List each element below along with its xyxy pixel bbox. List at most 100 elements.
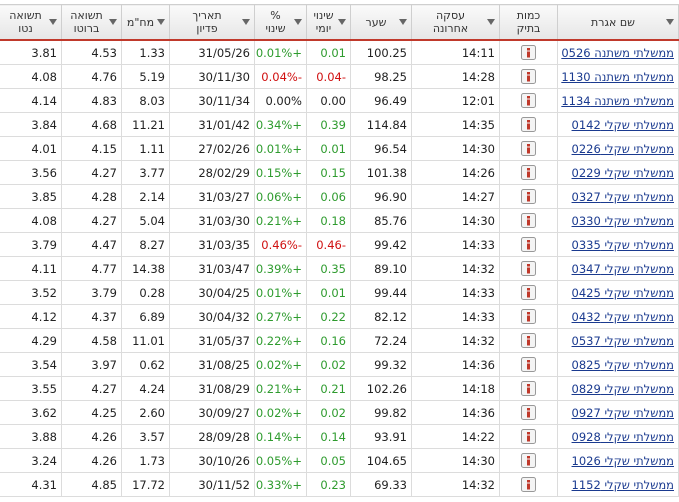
gross-yield: 4.15: [61, 136, 122, 161]
column-header[interactable]: שינוי יומי: [306, 4, 351, 41]
percent-change: -0.46%: [254, 232, 307, 257]
net-yield: 4.31: [0, 472, 62, 497]
percent-change: +0.02%: [254, 400, 307, 425]
duration: 6.89: [121, 304, 170, 329]
bond-link[interactable]: ממשלתי שקלי 1026: [571, 453, 674, 468]
daily-change: 0.22: [306, 304, 351, 329]
bond-row: ממשלתי שקלי 0537 14:32 72.24 0.16 +0.22% 31/0…: [0, 328, 679, 353]
daily-change: 0.39: [306, 112, 351, 137]
bond-link[interactable]: ממשלתי שקלי 1152: [571, 477, 674, 492]
maturity-date: 28/09/28: [169, 424, 255, 449]
net-yield: 4.14: [0, 88, 62, 113]
duration: 1.11: [121, 136, 170, 161]
info-icon[interactable]: [521, 381, 536, 396]
info-icon[interactable]: [521, 357, 536, 372]
percent-change: +0.27%: [254, 304, 307, 329]
info-icon[interactable]: [521, 405, 536, 420]
column-header[interactable]: % שינוי: [254, 4, 307, 41]
bond-row: ממשלתי שקלי 0226 14:30 96.54 0.01 +0.01% 27/0…: [0, 136, 679, 161]
last-trade: 14:30: [411, 448, 500, 473]
info-icon[interactable]: [521, 429, 536, 444]
bond-link[interactable]: ממשלתי שקלי 0226: [571, 141, 674, 156]
bond-name-cell: ממשלתי שקלי 0142: [557, 112, 679, 137]
info-icon[interactable]: [521, 237, 536, 252]
portfolio-cell: [499, 88, 558, 113]
info-icon[interactable]: [521, 189, 536, 204]
column-header[interactable]: שם אגרת: [557, 4, 679, 41]
bond-link[interactable]: ממשלתי שקלי 0335: [571, 237, 674, 252]
price: 102.26: [350, 376, 412, 401]
info-icon[interactable]: [521, 213, 536, 228]
info-icon[interactable]: [521, 333, 536, 348]
price: 96.49: [350, 88, 412, 113]
bond-link[interactable]: ממשלתי שקלי 0432: [571, 309, 674, 324]
info-icon[interactable]: [521, 141, 536, 156]
info-icon[interactable]: [521, 45, 536, 60]
column-header[interactable]: מח"מ: [121, 4, 170, 41]
maturity-date: 31/03/35: [169, 232, 255, 257]
portfolio-cell: [499, 208, 558, 233]
percent-change: 0.00%: [254, 88, 307, 113]
info-icon[interactable]: [521, 477, 536, 492]
bond-link[interactable]: ממשלתי שקלי 0537: [571, 333, 674, 348]
percent-change: -0.04%: [254, 64, 307, 89]
price: 93.91: [350, 424, 412, 449]
sort-arrow: [49, 19, 57, 25]
percent-change: +0.05%: [254, 448, 307, 473]
last-trade: 14:33: [411, 304, 500, 329]
daily-change: 0.02: [306, 400, 351, 425]
column-header[interactable]: תאריך פדיון: [169, 4, 255, 41]
bond-link[interactable]: ממשלתי שקלי 0825: [571, 357, 674, 372]
bond-row: ממשלתי שקלי 0142 14:35 114.84 0.39 +0.34% 31/…: [0, 112, 679, 137]
bond-link[interactable]: ממשלתי משתנה 1130: [561, 69, 674, 84]
last-trade: 14:22: [411, 424, 500, 449]
info-icon[interactable]: [521, 285, 536, 300]
duration: 3.77: [121, 160, 170, 185]
gross-yield: 4.37: [61, 304, 122, 329]
info-icon[interactable]: [521, 165, 536, 180]
bond-row: ממשלתי משתנה 0526 14:11 100.25 0.01 +0.01% 31…: [0, 39, 679, 65]
percent-change: +0.01%: [254, 280, 307, 305]
column-header[interactable]: תשואה ברוטו: [61, 4, 122, 41]
portfolio-cell: [499, 376, 558, 401]
net-yield: 3.88: [0, 424, 62, 449]
info-icon[interactable]: [521, 309, 536, 324]
portfolio-cell: [499, 424, 558, 449]
gross-yield: 4.28: [61, 184, 122, 209]
bond-link[interactable]: ממשלתי שקלי 0330: [571, 213, 674, 228]
column-header[interactable]: שער: [350, 4, 412, 41]
last-trade: 14:11: [411, 39, 500, 65]
bond-row: ממשלתי שקלי 1026 14:30 104.65 0.05 +0.05% 30/…: [0, 448, 679, 473]
bond-link[interactable]: ממשלתי שקלי 0927: [571, 405, 674, 420]
bond-link[interactable]: ממשלתי שקלי 0928: [571, 429, 674, 444]
bond-link[interactable]: ממשלתי שקלי 0229: [571, 165, 674, 180]
daily-change: 0.35: [306, 256, 351, 281]
portfolio-cell: [499, 232, 558, 257]
bond-link[interactable]: ממשלתי שקלי 0347: [571, 261, 674, 276]
column-header[interactable]: כמות בתיק: [499, 4, 558, 41]
daily-change: 0.06: [306, 184, 351, 209]
info-icon[interactable]: [521, 261, 536, 276]
bond-link[interactable]: ממשלתי שקלי 0327: [571, 189, 674, 204]
bond-link[interactable]: ממשלתי שקלי 0829: [571, 381, 674, 396]
last-trade: 14:32: [411, 472, 500, 497]
bond-link[interactable]: ממשלתי שקלי 0425: [571, 285, 674, 300]
info-icon[interactable]: [521, 93, 536, 108]
column-header[interactable]: עסקה אחרונה: [411, 4, 500, 41]
net-yield: 3.62: [0, 400, 62, 425]
column-header[interactable]: תשואה נטו: [0, 4, 62, 41]
price: 96.90: [350, 184, 412, 209]
info-icon[interactable]: [521, 117, 536, 132]
daily-change: -0.04: [306, 64, 351, 89]
portfolio-cell: [499, 160, 558, 185]
info-icon[interactable]: [521, 453, 536, 468]
percent-change: +0.01%: [254, 39, 307, 65]
info-icon[interactable]: [521, 69, 536, 84]
bond-name-cell: ממשלתי שקלי 0425: [557, 280, 679, 305]
bond-link[interactable]: ממשלתי משתנה 0526: [561, 45, 674, 60]
bond-link[interactable]: ממשלתי שקלי 0142: [571, 117, 674, 132]
bond-name-cell: ממשלתי שקלי 0927: [557, 400, 679, 425]
bond-link[interactable]: ממשלתי משתנה 1134: [561, 93, 674, 108]
daily-change: 0.05: [306, 448, 351, 473]
net-yield: 3.54: [0, 352, 62, 377]
